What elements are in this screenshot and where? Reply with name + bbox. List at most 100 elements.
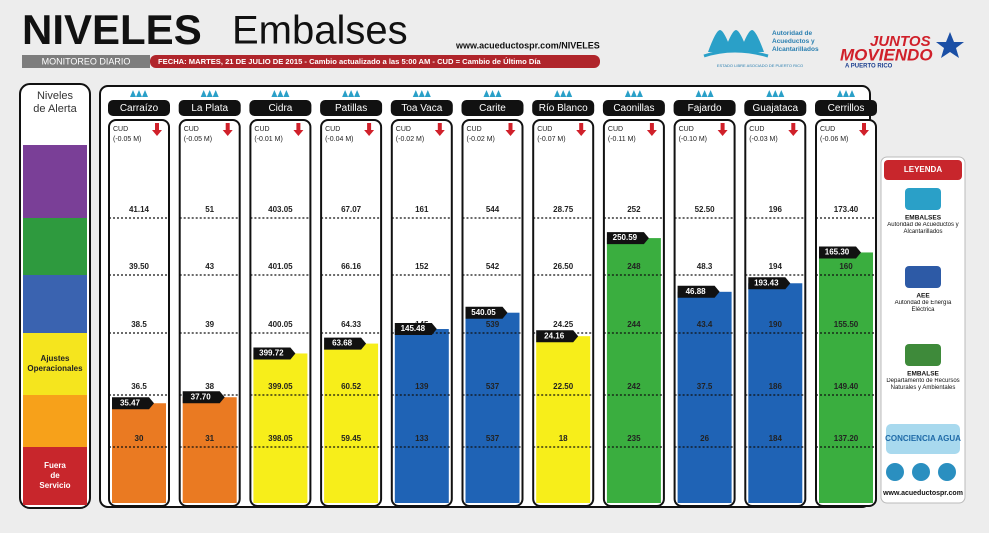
reservoir-icon xyxy=(277,90,284,97)
threshold-value: 248 xyxy=(627,262,641,271)
reservoir-name: La Plata xyxy=(191,103,228,114)
cud-label: CUD xyxy=(679,126,694,133)
legend-title: LEYENDA xyxy=(904,165,942,174)
level-value: 35.47 xyxy=(120,398,141,407)
reservoir-icon xyxy=(554,90,561,97)
alert-bands: Ajustes Operacionales Fuera de Servicio xyxy=(23,145,87,505)
alert-band xyxy=(23,218,87,275)
reservoir-pill xyxy=(815,100,877,116)
threshold-value: 400.05 xyxy=(268,320,293,329)
reservoir-icon xyxy=(424,90,431,97)
logo-drops xyxy=(708,30,764,52)
level-bar xyxy=(253,353,308,503)
star xyxy=(936,32,964,58)
aaa-logo: Autoridad de Acueductos y Alcantarillado… xyxy=(703,30,819,68)
badge-bg xyxy=(886,424,960,454)
legend-icon xyxy=(905,344,941,366)
threshold-value: 194 xyxy=(769,262,783,271)
threshold-value: 52.50 xyxy=(695,205,716,214)
reservoir-pill xyxy=(532,100,595,116)
badge: CONCIENCIA AGUA xyxy=(885,434,961,443)
threshold-value: 26.50 xyxy=(553,262,574,271)
social-icon[interactable] xyxy=(912,463,930,481)
level-bar xyxy=(112,403,166,503)
threshold-value: 22.50 xyxy=(553,382,574,391)
level-tag xyxy=(606,232,649,245)
level-value: 250.59 xyxy=(613,233,638,242)
cud-value: (-0.01 M) xyxy=(254,136,282,143)
reservoir-icon xyxy=(837,90,843,97)
reservoir-icon xyxy=(778,90,785,97)
level-value: 540.05 xyxy=(471,308,496,317)
reservoir-icon xyxy=(624,90,631,97)
level-tag xyxy=(182,391,225,404)
cud-arrow xyxy=(505,123,516,136)
legend-item-text: Departamento de Recursos Naturales y Amb… xyxy=(886,378,960,391)
reservoir-icon xyxy=(412,90,419,97)
reservoir-icon xyxy=(212,90,219,97)
cud-arrow xyxy=(717,123,728,136)
reservoir-name: Caonillas xyxy=(613,103,654,114)
logo-text: Autoridad de Acueductos y Alcantarillado… xyxy=(772,30,819,53)
threshold-value: 242 xyxy=(627,382,641,391)
level-tag xyxy=(819,246,861,259)
title-light: Embalses xyxy=(232,9,408,53)
threshold-value: 401.05 xyxy=(268,262,293,271)
threshold-value: 37.5 xyxy=(697,382,713,391)
threshold-value: 403.05 xyxy=(268,205,293,214)
alert-band xyxy=(23,145,87,218)
threshold-value: 59.45 xyxy=(341,434,362,443)
reservoir-pill xyxy=(249,100,312,116)
threshold-value: 39 xyxy=(205,320,214,329)
threshold-value: 67.07 xyxy=(341,205,362,214)
cud-arrow xyxy=(646,123,657,136)
threshold-value: 539 xyxy=(486,320,500,329)
cud-value: (-0.10 M) xyxy=(679,136,707,143)
reservoir-icon xyxy=(695,90,702,97)
header-url: www.acueductospr.com/NIVELES xyxy=(455,40,600,50)
level-value: 46.88 xyxy=(686,287,707,296)
reservoir-icon xyxy=(483,90,490,97)
threshold-value: 24.25 xyxy=(553,320,574,329)
alert-name: Ajustes Operacionales xyxy=(27,354,83,373)
social-icon[interactable] xyxy=(886,463,904,481)
threshold-value: 544 xyxy=(486,205,500,214)
reservoir-icon xyxy=(495,90,502,97)
reservoir-name: Cidra xyxy=(268,103,292,114)
threshold-value: 184 xyxy=(769,434,783,443)
cud-value: (-0.07 M) xyxy=(537,136,565,143)
threshold-value: 28.75 xyxy=(553,205,574,214)
logo-text-box: Autoridad de Acueductos y Alcantarillado… xyxy=(772,30,819,53)
reservoir-icon xyxy=(342,90,349,97)
level-bar xyxy=(536,336,591,503)
date-line: FECHA: MARTES, 21 DE JULIO DE 2015 - Cam… xyxy=(158,57,541,66)
reservoir-pill xyxy=(178,100,241,116)
cud-label: CUD xyxy=(749,126,764,133)
threshold-value: 51 xyxy=(205,205,214,214)
legend-panel xyxy=(880,156,966,504)
level-tag xyxy=(465,306,508,319)
threshold-value: 60.52 xyxy=(341,382,362,391)
level-bar xyxy=(324,343,379,503)
reservoir-icon xyxy=(348,90,355,97)
slogan-1: JUNTOS xyxy=(870,33,931,50)
level-tag xyxy=(536,330,579,343)
threshold-value: 43 xyxy=(205,262,214,271)
threshold-value: 133 xyxy=(415,434,429,443)
cud-label: CUD xyxy=(113,126,128,133)
cud-label: CUD xyxy=(325,126,340,133)
alert-band xyxy=(23,333,87,395)
threshold-value: 48.3 xyxy=(697,262,713,271)
reservoir-name: Guajataca xyxy=(753,103,799,114)
legend-website[interactable]: www.acueductospr.com xyxy=(882,490,963,497)
threshold-value: 137.20 xyxy=(834,434,859,443)
cud-arrow xyxy=(434,123,445,136)
reservoir-icon xyxy=(142,90,148,97)
alert-title-box: Niveles de Alerta xyxy=(33,90,76,115)
social-icon[interactable] xyxy=(938,463,956,481)
threshold-value: 196 xyxy=(769,205,783,214)
reservoir-icon xyxy=(566,90,573,97)
threshold-value: 152 xyxy=(415,262,429,271)
